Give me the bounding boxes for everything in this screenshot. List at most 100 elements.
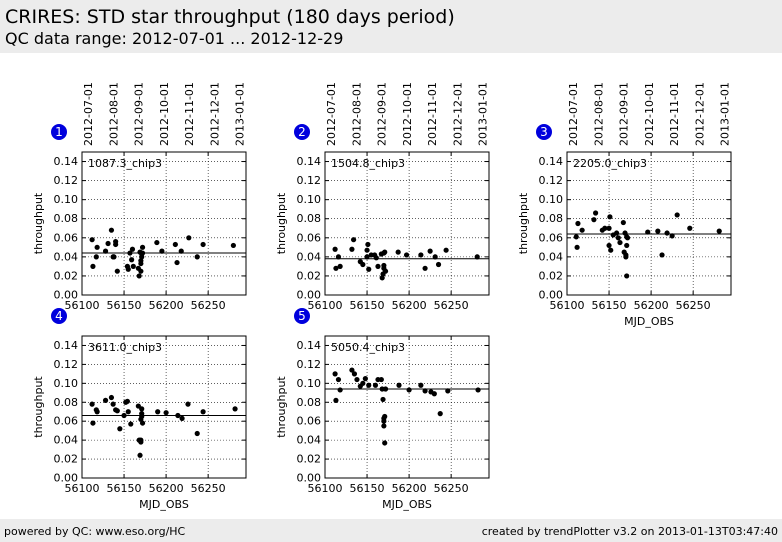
y-tick-label: 0.12 [54,174,79,187]
data-point [664,230,670,236]
data-point [445,388,451,394]
data-point [435,261,442,268]
data-point [669,233,675,239]
y-tick-label: 0.12 [297,174,322,187]
data-point [174,259,180,266]
data-point [200,241,206,248]
data-point [620,219,626,226]
data-point [129,257,135,263]
plot-frame [324,151,490,296]
data-point [615,235,621,241]
data-point [614,230,620,236]
y-tick-label: 0.14 [297,155,322,168]
x-tick-label: 56150 [107,299,142,312]
date-tick-label: 2013-01-01 [719,82,732,146]
y-tick-label: 0.10 [297,193,322,206]
data-point [121,412,127,419]
data-point [403,252,410,258]
data-point [179,415,185,421]
data-point [124,398,131,404]
data-point [475,387,481,393]
plot-area [82,152,246,295]
data-point [337,263,343,269]
data-point [573,234,579,240]
data-point [232,406,238,412]
panel-number-badge [294,124,310,140]
date-tick-label: 2012-10-01 [158,82,171,146]
data-point [230,242,236,249]
plot-frame [81,335,247,479]
panel-number-label: 5 [298,309,306,323]
chart-panel-2: 0.00 0.02 0.04 0.06 0.08 0.10 0.12 0.14 56100 561… [275,82,490,312]
data-point [125,409,131,415]
y-axis-label: throughput [32,192,45,254]
data-point [332,246,338,252]
data-point [382,249,388,255]
date-tick-label: 2012-09-01 [376,82,389,146]
x-axis-label: MJD_OBS [624,315,674,328]
data-point [337,387,343,393]
data-point [349,246,355,252]
plot-area [325,152,489,295]
data-point [175,412,181,419]
data-point [194,430,200,437]
panel-number-badge [536,124,552,140]
data-point [125,266,131,272]
data-point [333,397,339,403]
x-tick-label: 56200 [392,482,427,495]
data-point [364,247,370,253]
data-point [93,254,99,260]
data-point [185,401,191,407]
data-point [418,252,424,258]
data-point [163,410,169,416]
y-tick-label: 0.04 [54,250,79,263]
data-point [138,268,144,274]
plot-frame [566,151,732,296]
data-point [716,228,722,234]
footer-bar: powered by QC: www.eso.org/HC created by… [0,519,782,542]
x-axis-label: MJD_OBS [382,498,432,511]
page-subtitle: QC data range: 2012-07-01 ... 2012-12-29 [5,29,344,48]
data-point [366,382,372,388]
date-tick-label: 2012-09-01 [133,82,146,146]
data-point [382,268,389,274]
data-point [178,248,184,254]
y-tick-label: 0.06 [539,231,564,244]
header-bar: CRIRES: STD star throughput (180 days pe… [0,0,782,53]
chip-label: 5050.4_chip3 [331,341,405,354]
x-tick-label: 56250 [191,299,226,312]
plot-frame [324,335,490,479]
date-tick-label: 2012-10-01 [401,82,414,146]
data-point [111,254,117,260]
data-point [617,239,623,246]
data-point [139,250,146,256]
data-point [624,273,630,279]
y-tick-label: 0.10 [297,377,322,390]
data-point [172,241,178,248]
data-point [687,225,693,231]
y-tick-label: 0.10 [539,193,564,206]
data-point [102,397,109,403]
date-tick-label: 2012-07-01 [82,82,95,146]
plot-area [82,336,246,478]
y-tick-label: 0.00 [54,472,79,485]
y-tick-label: 0.02 [297,269,322,282]
panel-number-label: 3 [540,125,548,139]
y-tick-label: 0.14 [297,339,322,352]
chart-panel-5: 0.00 0.02 0.04 0.06 0.08 0.10 0.12 0.14 56100 561… [275,308,490,511]
y-tick-label: 0.02 [54,269,79,282]
data-point [381,262,387,269]
y-tick-label: 0.08 [54,396,79,409]
y-tick-label: 0.12 [54,358,79,371]
data-point [138,437,144,443]
data-point [114,268,120,274]
data-point [139,420,146,426]
data-point [373,255,379,261]
x-tick-label: 56100 [65,482,100,495]
footer-credit: powered by QC: www.eso.org/HC [4,525,186,538]
x-tick-label: 56150 [350,299,385,312]
date-tick-label: 2012-12-01 [693,82,706,146]
plot-area [325,336,489,478]
data-point [155,409,161,415]
